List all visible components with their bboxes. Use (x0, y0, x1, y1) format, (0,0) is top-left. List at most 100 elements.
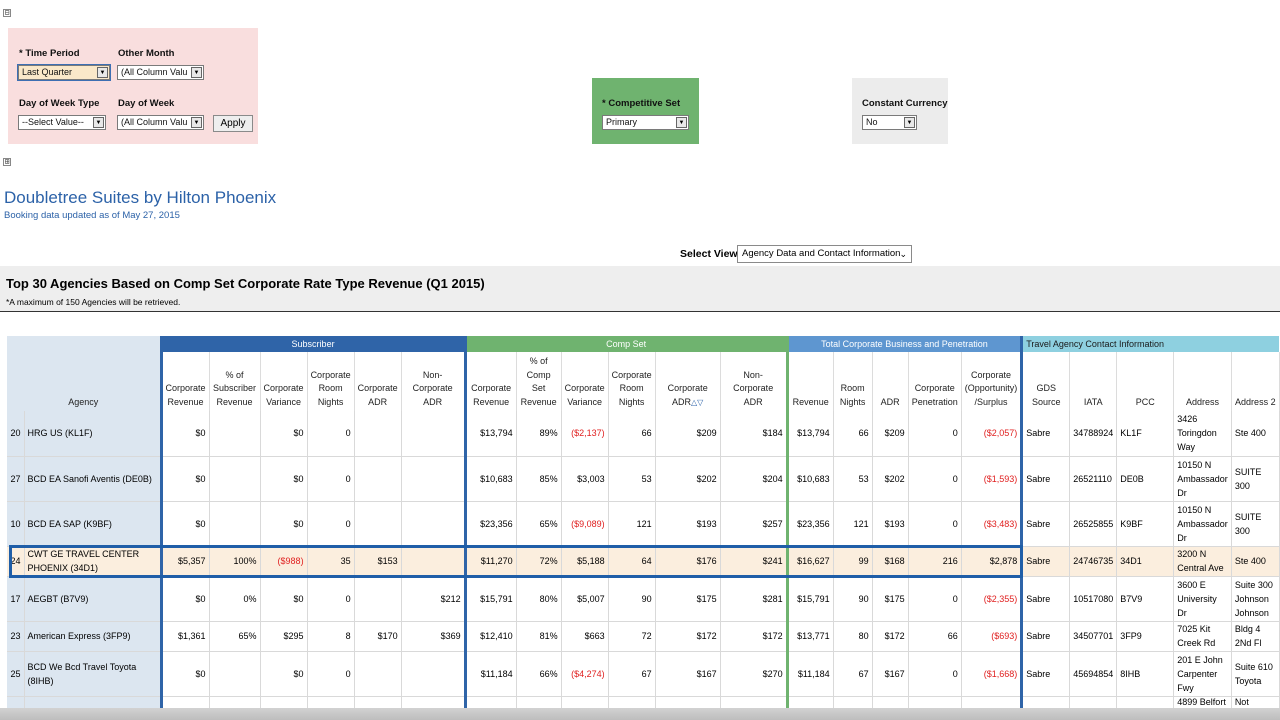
cell-cs-adr: $176 (655, 546, 721, 577)
cell-total-adr (872, 696, 909, 709)
report-note: *A maximum of 150 Agencies will be retri… (6, 297, 181, 307)
col-header-total-room-nights[interactable]: Room Nights (833, 352, 873, 411)
cell-iata: 34507701 (1069, 621, 1118, 652)
cell-agency[interactable]: BCD EA Sanofi Aventis (DE0B) (24, 456, 162, 502)
col-header-sub-revenue[interactable]: Corporate Revenue (159, 352, 210, 411)
cell-agency[interactable] (24, 696, 162, 709)
table-row[interactable]: 27 BCD EA Sanofi Aventis (DE0B) $0 $0 0 … (7, 456, 1280, 502)
dow-select[interactable]: (All Column Valu ▼ (117, 115, 204, 130)
other-month-select[interactable]: (All Column Valu ▼ (117, 65, 204, 80)
cell-agency[interactable]: HRG US (KL1F) (24, 411, 162, 457)
cell-pcc: KL1F (1116, 411, 1175, 457)
col-header-cs-room-nights[interactable]: Corporate Room Nights (608, 352, 656, 411)
cell-agency[interactable]: American Express (3FP9) (24, 621, 162, 652)
constant-currency-select[interactable]: No ▼ (862, 115, 917, 130)
dow-type-select[interactable]: --Select Value-- ▼ (18, 115, 106, 130)
col-header-cs-adr[interactable]: Corporate ADR△▽ (655, 352, 721, 411)
col-header-sub-pct[interactable]: % of Subscriber Revenue (209, 352, 261, 411)
col-header-cs-revenue[interactable]: Corporate Revenue (463, 352, 517, 411)
cell-opportunity (961, 696, 1023, 709)
cell-total-adr: $193 (872, 501, 909, 547)
page-title: Doubletree Suites by Hilton Phoenix (4, 188, 277, 207)
cell-rank: 27 (7, 456, 25, 502)
cell-cs-pct: 81% (516, 621, 562, 652)
cell-total-revenue: $13,771 (785, 621, 834, 652)
col-header-address[interactable]: Address (1173, 352, 1232, 411)
cell-cs-revenue: $13,794 (463, 411, 517, 457)
select-view-dropdown[interactable]: Agency Data and Contact Information ⌄ (737, 245, 912, 263)
cell-sub-room-nights: 0 (307, 501, 355, 547)
cell-address-2: Ste 400 (1231, 546, 1280, 577)
cell-rank: 20 (7, 411, 25, 457)
cell-penetration: 0 (908, 456, 962, 502)
cell-cs-room-nights: 121 (608, 501, 656, 547)
col-header-sub-non-corp-adr[interactable]: Non-Corporate ADR (401, 352, 466, 411)
table-row-highlighted[interactable]: 24 CWT GE TRAVEL CENTER PHOENIX (34D1) $… (7, 546, 1280, 577)
cell-sub-revenue: $0 (159, 456, 210, 502)
cell-agency[interactable]: BCD We Bcd Travel Toyota (8IHB) (24, 651, 162, 697)
col-header-cs-variance[interactable]: Corporate Variance (561, 352, 609, 411)
table-row[interactable]: 10 BCD EA SAP (K9BF) $0 $0 0 $23,356 65%… (7, 501, 1280, 547)
cell-cs-non-corp-adr: $204 (720, 456, 788, 502)
cell-total-revenue: $16,627 (785, 546, 834, 577)
apply-button[interactable]: Apply (213, 115, 253, 132)
collapse-filters-icon[interactable]: ⊟ (3, 8, 11, 17)
cell-total-room-nights: 99 (833, 546, 873, 577)
table-row-partial[interactable]: 4899 Belfort Not (7, 696, 1280, 709)
table-row[interactable]: 23 American Express (3FP9) $1,361 65% $2… (7, 621, 1280, 652)
cell-iata: 26521110 (1069, 456, 1118, 502)
cell-cs-non-corp-adr: $281 (720, 576, 788, 622)
col-header-cs-non-corp-adr[interactable]: Non-Corporate ADR (720, 352, 788, 411)
cell-agency[interactable]: BCD EA SAP (K9BF) (24, 501, 162, 547)
col-header-sub-adr[interactable]: Corporate ADR (354, 352, 402, 411)
col-header-opportunity[interactable]: Corporate (Opportunity) /Surplus (961, 352, 1023, 411)
cell-agency[interactable]: CWT GE TRAVEL CENTER PHOENIX (34D1) (24, 546, 162, 577)
cell-gds: Sabre (1020, 576, 1071, 622)
bottom-band (0, 708, 1280, 720)
cell-address: 10150 N Ambassador Dr (1173, 501, 1232, 547)
cell-cs-revenue: $15,791 (463, 576, 517, 622)
cell-cs-variance: $663 (561, 621, 609, 652)
cell-opportunity: $2,878 (961, 546, 1023, 577)
cell-cs-variance: $5,007 (561, 576, 609, 622)
cell-sub-non-corp-adr (401, 651, 466, 697)
table-row[interactable]: 20 HRG US (KL1F) $0 $0 0 $13,794 89% ($2… (7, 411, 1280, 457)
cell-total-room-nights: 66 (833, 411, 873, 457)
time-period-select[interactable]: Last Quarter ▼ (17, 64, 111, 81)
cell-rank: 17 (7, 576, 25, 622)
cell-opportunity: ($1,593) (961, 456, 1023, 502)
col-header-total-adr[interactable]: ADR (872, 352, 909, 411)
col-header-agency[interactable]: Agency (7, 352, 162, 411)
cell-sub-pct: 0% (209, 576, 261, 622)
cell-rank (7, 696, 25, 709)
cell-agency[interactable]: AEGBT (B7V9) (24, 576, 162, 622)
cell-cs-revenue: $23,356 (463, 501, 517, 547)
sort-icon[interactable]: △▽ (691, 397, 704, 407)
col-header-address-2[interactable]: Address 2 (1231, 352, 1280, 411)
constant-currency-label: Constant Currency (862, 98, 948, 109)
cell-sub-non-corp-adr (401, 501, 466, 547)
col-header-cs-pct[interactable]: % of Comp Set Revenue (516, 352, 562, 411)
col-header-sub-room-nights[interactable]: Corporate Room Nights (307, 352, 355, 411)
cell-address: 4899 Belfort (1173, 696, 1232, 709)
col-header-sub-variance[interactable]: Corporate Variance (260, 352, 308, 411)
col-header-pcc[interactable]: PCC (1116, 352, 1175, 411)
cell-penetration: 0 (908, 501, 962, 547)
col-header-iata[interactable]: IATA (1069, 352, 1118, 411)
expand-section-icon[interactable]: ⊞ (3, 157, 11, 166)
cell-cs-non-corp-adr: $270 (720, 651, 788, 697)
col-header-penetration[interactable]: Corporate Penetration (908, 352, 962, 411)
cell-sub-revenue: $1,361 (159, 621, 210, 652)
cell-address-2: SUITE 300 (1231, 456, 1280, 502)
cell-sub-adr (354, 411, 402, 457)
col-header-gds[interactable]: GDS Source (1020, 352, 1071, 411)
cell-sub-room-nights: 0 (307, 651, 355, 697)
competitive-set-select[interactable]: Primary ▼ (602, 115, 689, 130)
cell-address: 3600 E University Dr (1173, 576, 1232, 622)
table-row[interactable]: 25 BCD We Bcd Travel Toyota (8IHB) $0 $0… (7, 651, 1280, 697)
time-period-value: Last Quarter (22, 67, 73, 77)
select-view-value: Agency Data and Contact Information (742, 248, 901, 259)
table-row[interactable]: 17 AEGBT (B7V9) $0 0% $0 0 $212 $15,791 … (7, 576, 1280, 622)
col-header-total-revenue[interactable]: Revenue (785, 352, 834, 411)
cell-total-room-nights: 67 (833, 651, 873, 697)
